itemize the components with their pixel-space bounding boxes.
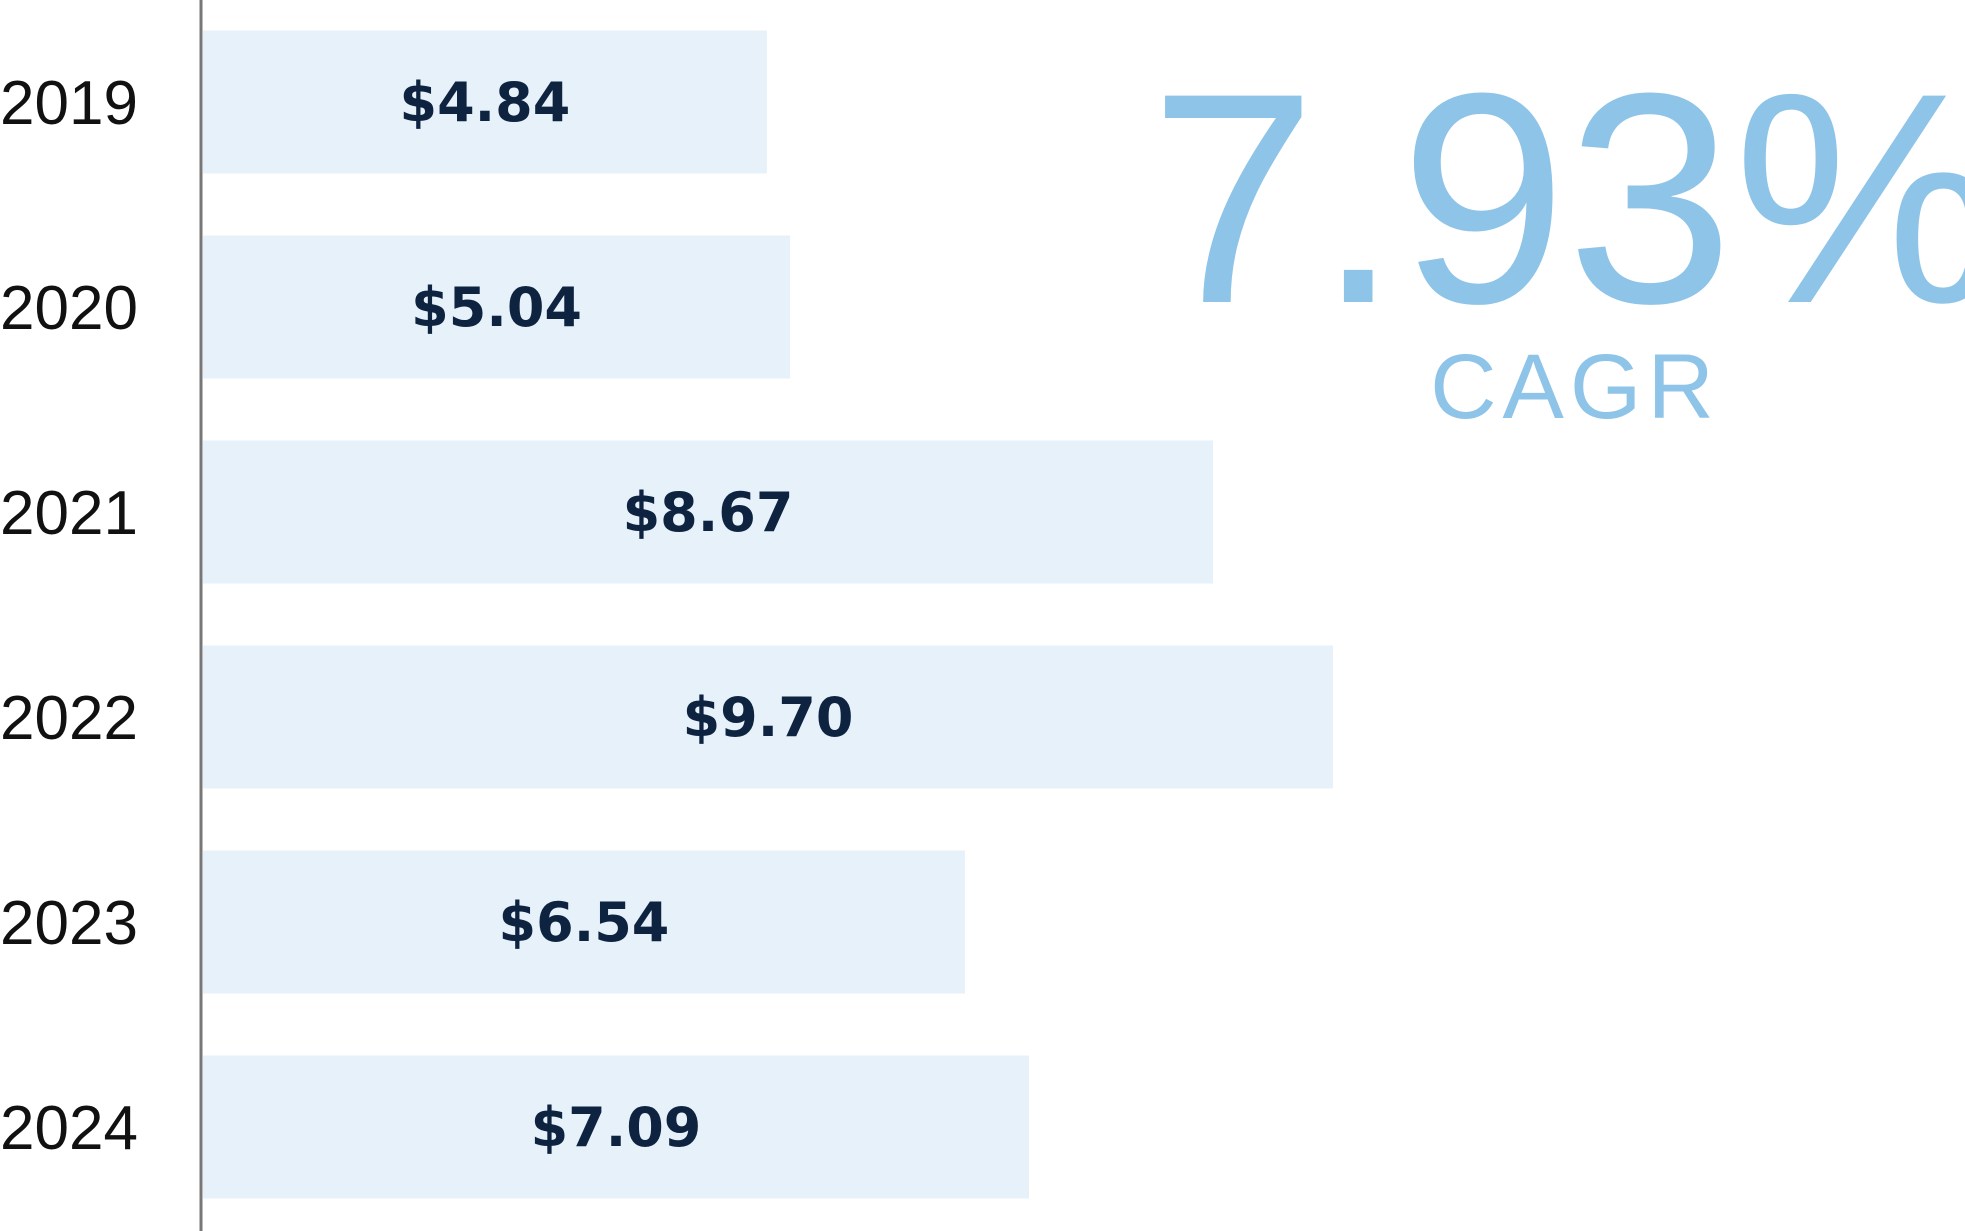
labels-layer: 2019 $4.84 2020 $5.04 2021 $8.67 2022 $9.70 2023… [0, 69, 853, 1163]
category-label-2021: 2021 [0, 479, 138, 548]
bar-2023 [203, 850, 965, 994]
value-label-2023: $6.54 [499, 891, 670, 954]
category-label-2024: 2024 [0, 1094, 138, 1163]
value-label-2019: $4.84 [400, 71, 571, 134]
bar-2024 [203, 1055, 1029, 1199]
category-label-2022: 2022 [0, 684, 138, 753]
category-label-2020: 2020 [0, 274, 138, 343]
bar-2022 [203, 645, 1334, 789]
value-label-2021: $8.67 [623, 481, 794, 544]
bar-2021 [203, 440, 1214, 584]
category-label-2019: 2019 [0, 69, 138, 138]
cagr-label: CAGR [1430, 336, 1720, 438]
value-label-2020: $5.04 [411, 276, 582, 339]
bars-layer [203, 30, 1334, 1199]
bar-2019 [203, 30, 767, 174]
category-label-2023: 2023 [0, 889, 138, 958]
value-label-2022: $9.70 [683, 686, 854, 749]
bar-2020 [203, 235, 791, 379]
cagr-value: 7.93% [1150, 30, 1965, 366]
value-label-2024: $7.09 [531, 1096, 702, 1159]
